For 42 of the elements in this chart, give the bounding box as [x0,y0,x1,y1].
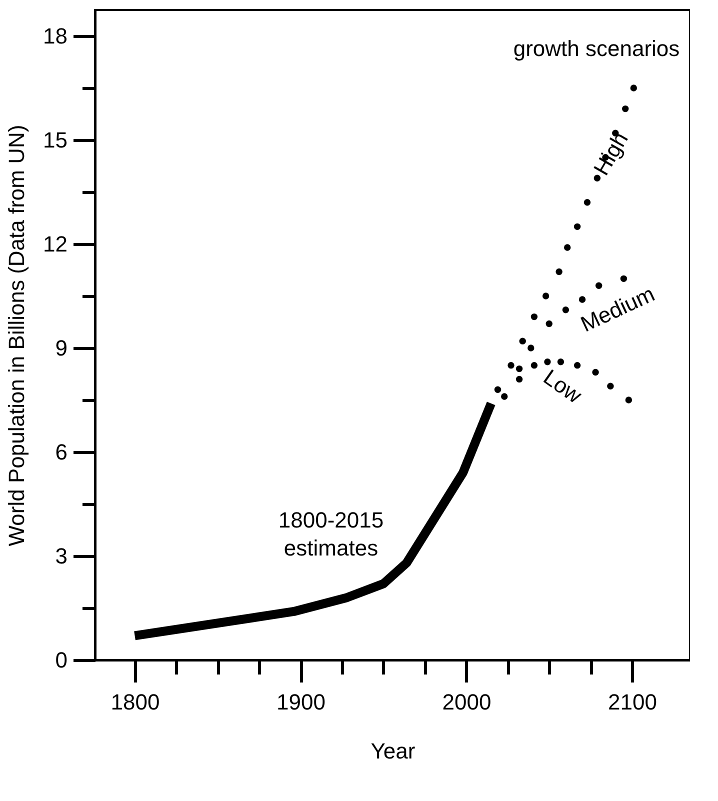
annotation: growth scenarios [513,36,680,61]
point [556,268,562,276]
point [516,376,523,383]
x-tick-label: 1900 [276,690,326,714]
text: Low [538,364,586,408]
point [630,84,638,92]
point [557,358,564,366]
point [519,338,526,344]
point [622,105,629,112]
point [595,282,602,289]
point [494,386,502,393]
point [592,368,599,376]
point [564,244,571,251]
point [508,362,514,369]
point [530,362,538,369]
point [546,320,552,328]
y-axis-title: World Population in Billions (Data from UN) [4,124,30,546]
x-tick-label: 2100 [608,690,657,714]
point [528,344,534,352]
y-tick-label: 0 [55,648,68,672]
point [562,306,570,314]
y-tick-label: 3 [55,544,68,568]
point [574,362,581,369]
point [574,223,581,230]
x-tick-label: 2000 [442,690,492,714]
x-tick-label: 1800 [110,690,160,714]
point [625,396,632,404]
point [584,199,591,206]
point [530,313,538,320]
y-tick-label: 15 [43,128,68,152]
y-tick-label: 9 [55,336,68,360]
y-tick-label: 18 [43,24,68,48]
point [544,358,551,366]
point [542,292,550,300]
x-axis-title: Year [370,738,416,764]
y-tick-label: 12 [43,232,68,256]
y-tick-label: 6 [55,440,68,464]
point [620,275,628,282]
point [516,365,523,372]
point [501,393,508,400]
point [607,382,614,390]
annotation: 1800-2015 estimates [278,507,384,560]
